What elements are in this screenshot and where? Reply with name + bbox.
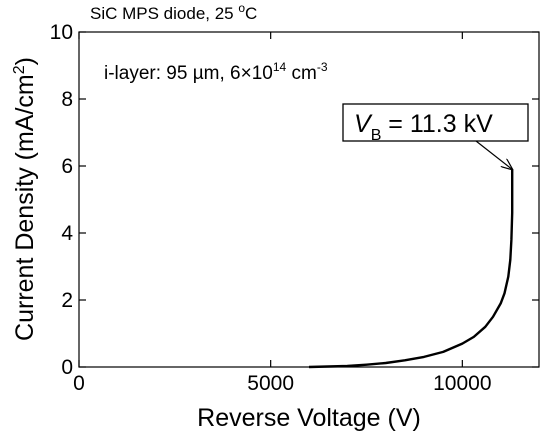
x-axis: 0 5000 10000 (73, 32, 492, 395)
y-tick-label: 0 (61, 356, 73, 379)
y-tick-label: 6 (61, 155, 73, 178)
i-layer-annotation-c: cm (286, 63, 317, 84)
y-tick-label: 10 (50, 21, 73, 44)
x-tick-label: 10000 (433, 372, 491, 395)
x-tick-label: 5000 (247, 372, 294, 395)
y-tick-label: 2 (61, 289, 73, 312)
y-tick-label: 4 (61, 222, 73, 245)
chart-title: SiC MPS diode, 25 oC (90, 1, 257, 23)
y-tick-label: 8 (61, 88, 73, 111)
breakdown-label-box (342, 103, 529, 142)
i-layer-annotation-sup2: -3 (317, 60, 328, 74)
y-axis-title-sup: 2 (11, 65, 28, 74)
breakdown-arrow (475, 140, 512, 169)
i-layer-annotation-times: × (241, 63, 252, 84)
chart-title-main: SiC MPS diode, 25 (90, 4, 238, 23)
breakdown-label-sub: B (371, 127, 382, 144)
x-tick-label: 0 (73, 372, 85, 395)
chart-title-degree: o (238, 1, 245, 15)
breakdown-label: VB = 11.3 kV (354, 110, 493, 144)
i-layer-annotation: i-layer: 95 µm, 6×1014 cm-3 (104, 60, 328, 84)
y-axis-title-end: ) (11, 57, 39, 65)
y-axis-title: Current Density (mA/cm2) (11, 57, 39, 341)
i-layer-annotation-sup1: 14 (273, 60, 287, 74)
jv-curve (308, 169, 514, 369)
breakdown-label-rest: = 11.3 kV (381, 110, 493, 138)
breakdown-label-v: V (354, 110, 373, 138)
i-layer-annotation-b: 10 (252, 63, 273, 84)
i-layer-annotation-a: i-layer: 95 µm, 6 (104, 63, 241, 84)
series-layer (308, 169, 514, 369)
y-axis-title-main: Current Density (mA/cm (11, 74, 39, 341)
x-axis-title: Reverse Voltage (V) (197, 404, 421, 432)
chart-title-unit: C (245, 4, 257, 23)
y-axis: 0 2 4 6 8 10 (50, 21, 539, 379)
